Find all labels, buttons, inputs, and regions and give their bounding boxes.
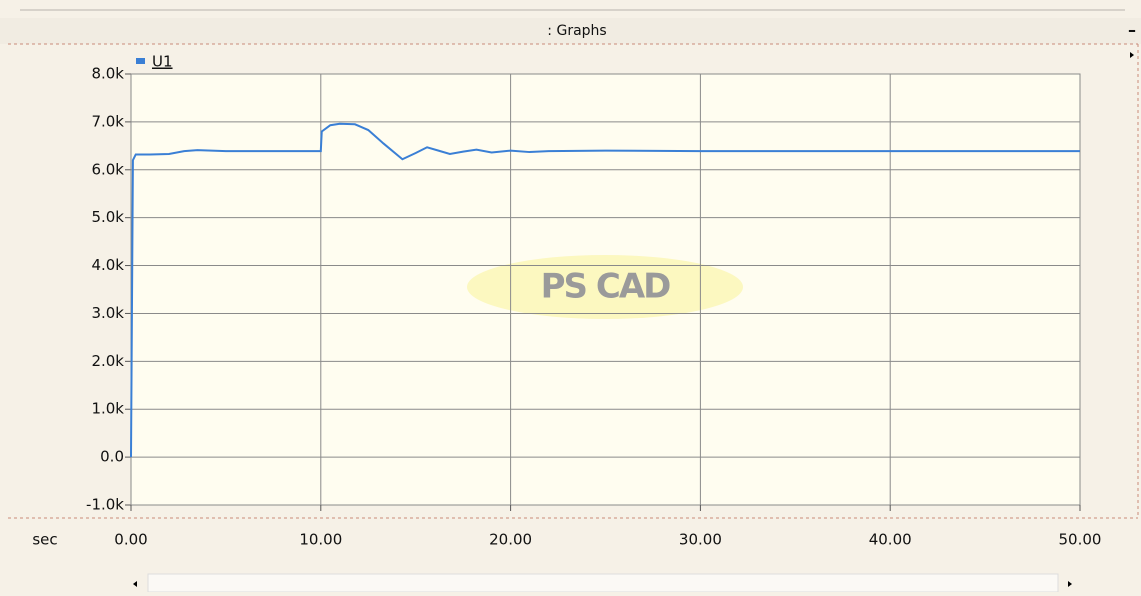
y-tick-label: 2.0k [91,352,124,370]
legend-label: U1 [152,53,173,71]
x-tick-label: 10.00 [299,531,342,549]
y-tick-label: 8.0k [91,65,124,83]
watermark: PS CAD [541,267,671,307]
title-bar [0,18,1141,44]
x-tick-label: 40.00 [869,531,912,549]
y-tick-label: 5.0k [91,208,124,226]
y-tick-label: 3.0k [91,304,124,322]
y-tick-label: 7.0k [91,112,124,130]
x-tick-label: 50.00 [1059,531,1102,549]
x-tick-label: 20.00 [489,531,532,549]
series-line [130,122,1080,458]
y-tick-label: 0.0 [100,448,124,466]
y-tick-label: -1.0k [86,496,124,514]
panel-title: : Graphs [547,23,606,39]
minimize-button[interactable]: – [1128,21,1136,40]
x-axis-label: sec [32,531,57,549]
y-tick-label: 6.0k [91,160,124,178]
y-tick-label: 1.0k [91,400,124,418]
scroll-arrow[interactable] [1130,52,1134,58]
y-tick-label: 4.0k [91,256,124,274]
scroll-left[interactable] [133,581,137,587]
watermark-ellipse [467,255,743,319]
scroll-right[interactable] [1068,581,1072,587]
x-tick-label: 30.00 [679,531,722,549]
x-tick-label: 0.00 [114,531,147,549]
scrollbar[interactable] [147,573,1059,593]
legend-swatch [136,58,145,64]
